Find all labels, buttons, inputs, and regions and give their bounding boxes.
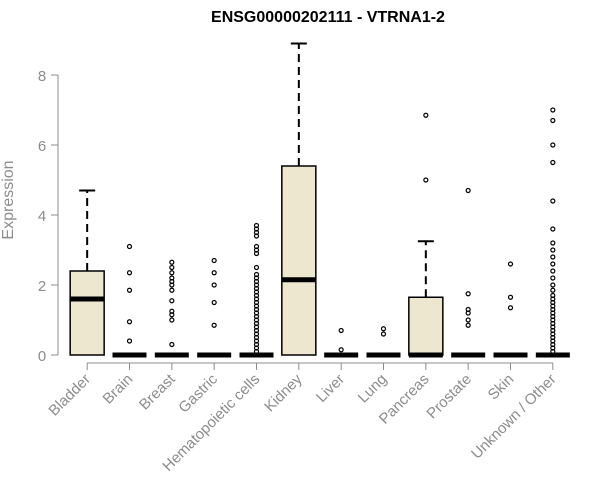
outlier-11-25 bbox=[550, 226, 556, 232]
box-group-11 bbox=[535, 107, 570, 358]
outlier-11-26 bbox=[550, 198, 556, 204]
box-8 bbox=[408, 296, 444, 356]
y-tick-label-3: 6 bbox=[38, 138, 46, 155]
outlier-2-0 bbox=[169, 341, 175, 348]
x-tick-label-6: Liver bbox=[313, 371, 348, 406]
outlier-1-2 bbox=[126, 287, 133, 293]
boxes-layer bbox=[69, 42, 570, 358]
box-group-5 bbox=[281, 42, 317, 356]
box-group-6 bbox=[324, 327, 359, 358]
outlier-1-1 bbox=[126, 319, 133, 325]
box-0 bbox=[69, 270, 105, 356]
box-5 bbox=[281, 165, 317, 356]
outlier-10-0 bbox=[507, 305, 514, 311]
box-group-9 bbox=[451, 187, 486, 358]
outlier-1-4 bbox=[126, 243, 133, 250]
outlier-8-1 bbox=[423, 112, 429, 118]
box-group-3 bbox=[197, 257, 232, 358]
box-group-4 bbox=[239, 222, 274, 358]
outlier-3-4 bbox=[211, 257, 217, 264]
outlier-4-22 bbox=[253, 271, 260, 278]
y-tick-label-0: 0 bbox=[38, 348, 46, 365]
outlier-2-10 bbox=[169, 264, 175, 271]
box-group-8 bbox=[408, 112, 444, 358]
y-tick-label-1: 2 bbox=[38, 278, 46, 295]
x-tick-label-7: Lung bbox=[355, 371, 391, 407]
outlier-9-1 bbox=[465, 317, 471, 323]
x-tick-label-2: Breast bbox=[136, 370, 179, 413]
outlier-9-5 bbox=[465, 187, 471, 194]
outlier-11-22 bbox=[550, 254, 556, 260]
x-tick-label-10: Skin bbox=[485, 371, 518, 404]
outlier-11-18 bbox=[550, 282, 556, 288]
box-group-1 bbox=[112, 243, 147, 358]
outlier-4-30 bbox=[253, 222, 260, 229]
outlier-9-4 bbox=[465, 291, 471, 297]
chart-title: ENSG00000202111 - VTRNA1-2 bbox=[211, 9, 445, 26]
outlier-10-1 bbox=[507, 294, 514, 300]
outlier-11-24 bbox=[550, 240, 556, 246]
y-tick-label-4: 8 bbox=[38, 68, 46, 85]
outlier-11-23 bbox=[550, 247, 556, 253]
box-group-0 bbox=[69, 189, 105, 356]
y-tick-label-2: 4 bbox=[38, 208, 46, 225]
outlier-4-26 bbox=[253, 243, 260, 250]
outlier-1-0 bbox=[126, 338, 133, 344]
outlier-11-19 bbox=[550, 275, 556, 281]
outlier-7-1 bbox=[380, 326, 387, 332]
outlier-11-29 bbox=[550, 117, 556, 124]
outlier-3-0 bbox=[211, 322, 217, 328]
outlier-7-0 bbox=[380, 331, 387, 337]
box-group-2 bbox=[154, 259, 189, 358]
outlier-11-17 bbox=[550, 287, 556, 293]
outlier-11-28 bbox=[550, 142, 556, 148]
outlier-11-30 bbox=[550, 107, 556, 113]
outlier-2-11 bbox=[169, 259, 175, 265]
y-axis-label: Expression bbox=[0, 160, 17, 239]
outlier-11-16 bbox=[550, 292, 556, 299]
x-tick-label-9: Prostate bbox=[423, 371, 475, 423]
outlier-6-0 bbox=[338, 347, 344, 353]
outlier-2-1 bbox=[169, 317, 175, 323]
outlier-9-0 bbox=[465, 322, 471, 328]
outlier-4-23 bbox=[253, 264, 260, 271]
x-tick-label-1: Brain bbox=[100, 371, 137, 408]
outlier-2-4 bbox=[169, 298, 175, 304]
x-tick-label-0: Bladder bbox=[45, 371, 94, 420]
outlier-3-1 bbox=[211, 299, 217, 306]
outlier-1-3 bbox=[126, 270, 133, 276]
outlier-2-9 bbox=[169, 270, 175, 276]
outlier-2-3 bbox=[169, 308, 175, 314]
outlier-8-0 bbox=[423, 177, 429, 183]
outlier-6-1 bbox=[338, 327, 344, 334]
x-tick-label-5: Kidney bbox=[261, 370, 306, 415]
outlier-3-2 bbox=[211, 282, 217, 288]
outlier-11-21 bbox=[550, 261, 556, 267]
outlier-9-3 bbox=[465, 306, 471, 313]
outlier-10-2 bbox=[507, 261, 514, 267]
outlier-2-8 bbox=[169, 275, 175, 281]
outlier-3-3 bbox=[211, 270, 217, 276]
box-group-10 bbox=[493, 261, 528, 358]
outlier-11-20 bbox=[550, 268, 556, 274]
outlier-11-27 bbox=[550, 159, 556, 166]
y-axis: 0 2 4 6 8 bbox=[38, 68, 59, 365]
box-group-7 bbox=[366, 326, 401, 358]
outlier-2-5 bbox=[169, 287, 175, 293]
